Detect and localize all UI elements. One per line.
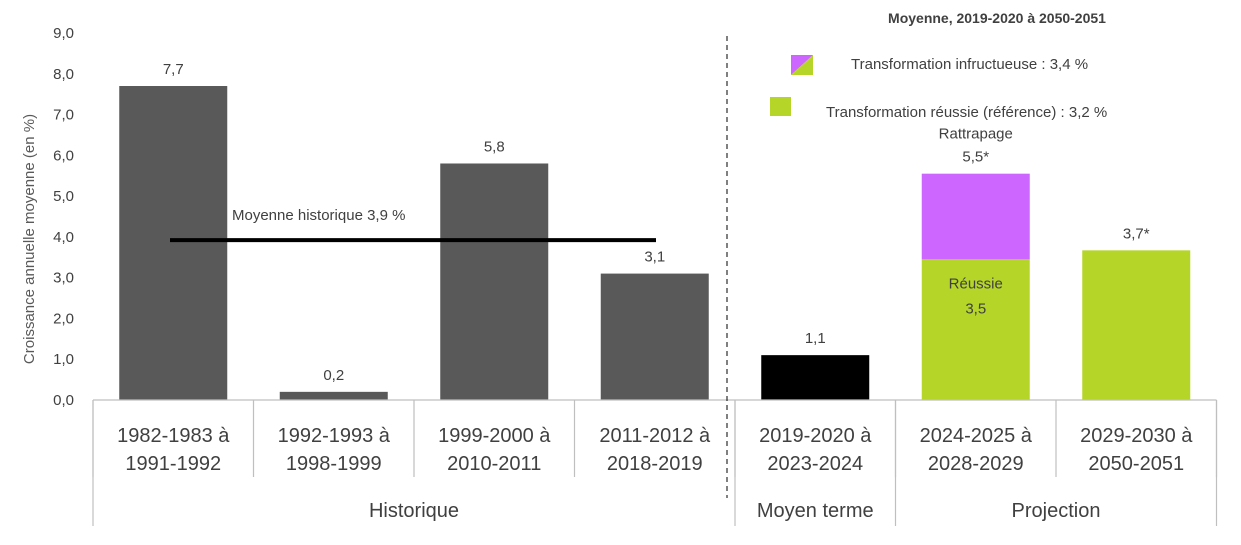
y-tick-label: 7,0 [53, 107, 74, 124]
legend-label: Transformation réussie (référence) : 3,2… [826, 104, 1107, 121]
x-tick-label: 2028-2029 [928, 453, 1024, 475]
bar [1082, 250, 1191, 400]
data-label: 1,1 [805, 330, 826, 347]
y-tick-label: 0,0 [53, 392, 74, 409]
bar [600, 273, 709, 400]
legend-label: Transformation infructueuse : 3,4 % [851, 56, 1088, 73]
bar-segment-top [921, 173, 1030, 260]
bar-annotation: Rattrapage [939, 126, 1013, 143]
bar-inner-value: 3,5 [965, 300, 986, 317]
x-tick-label: 2050-2051 [1088, 453, 1184, 475]
y-tick-label: 2,0 [53, 310, 74, 327]
x-tick-label: 1992-1993 à [278, 425, 391, 447]
y-tick-label: 5,0 [53, 188, 74, 205]
x-tick-label: 2024-2025 à [920, 425, 1033, 447]
x-tick-label: 2010-2011 [447, 453, 541, 475]
legend-swatch [770, 97, 791, 116]
bar [119, 86, 228, 400]
y-axis-label: Croissance annuelle moyenne (en %) [21, 114, 38, 364]
data-label: 5,5* [962, 149, 989, 166]
group-label: Historique [369, 500, 459, 522]
y-tick-label: 6,0 [53, 147, 74, 164]
bar [761, 355, 870, 400]
x-tick-label: 2011-2012 à [599, 425, 711, 447]
x-tick-label: 2018-2019 [607, 453, 703, 475]
data-label: 5,8 [484, 138, 505, 155]
data-label: 0,2 [323, 367, 344, 384]
data-label: 3,1 [644, 249, 665, 266]
bar-inner-label: Réussie [949, 275, 1003, 292]
legend-swatch-green [791, 55, 813, 75]
y-tick-label: 8,0 [53, 66, 74, 83]
data-label: 3,7* [1123, 225, 1150, 242]
y-tick-label: 3,0 [53, 270, 74, 287]
x-tick-label: 1998-1999 [286, 453, 382, 475]
x-tick-label: 1999-2000 à [438, 425, 551, 447]
data-label: 7,7 [163, 61, 184, 78]
x-tick-label: 1991-1992 [125, 453, 221, 475]
y-tick-label: 9,0 [53, 25, 74, 42]
bar-segment-base [921, 259, 1030, 400]
y-tick-label: 4,0 [53, 229, 74, 246]
x-tick-label: 1982-1983 à [117, 425, 230, 447]
legend-title: Moyenne, 2019-2020 à 2050-2051 [888, 10, 1106, 26]
group-label: Projection [1012, 500, 1101, 522]
bar [440, 163, 549, 400]
bar [279, 391, 388, 400]
x-tick-label: 2019-2020 à [759, 425, 872, 447]
x-tick-label: 2023-2024 [767, 453, 863, 475]
y-tick-label: 1,0 [53, 351, 74, 368]
reference-line-label: Moyenne historique 3,9 % [232, 207, 405, 224]
x-tick-label: 2029-2030 à [1080, 425, 1193, 447]
group-label: Moyen terme [757, 500, 874, 522]
